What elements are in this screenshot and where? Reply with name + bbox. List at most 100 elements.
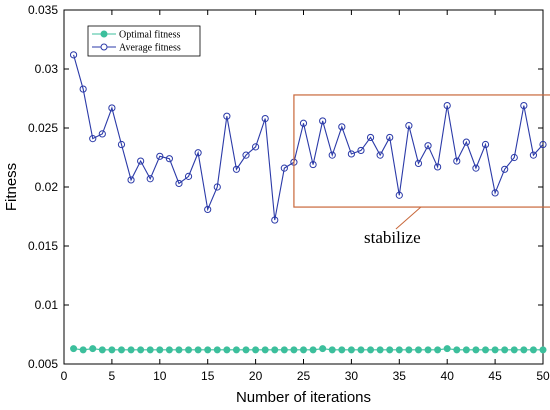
data-point xyxy=(539,140,547,149)
data-point xyxy=(213,346,221,354)
data-point xyxy=(510,153,518,162)
legend-marker xyxy=(100,43,108,51)
data-point xyxy=(252,346,260,354)
data-point xyxy=(309,160,317,169)
data-point xyxy=(405,122,413,130)
data-point xyxy=(357,146,365,155)
legend: Optimal fitness Average fitness xyxy=(87,25,201,57)
legend-entry: Optimal fitness xyxy=(119,30,180,41)
data-point xyxy=(108,346,116,354)
data-point xyxy=(137,157,145,165)
data-point xyxy=(156,346,164,354)
x-tick-label: 25 xyxy=(297,369,311,383)
data-point xyxy=(117,346,125,354)
data-point xyxy=(223,112,231,120)
data-point xyxy=(69,51,78,59)
data-point xyxy=(376,151,384,159)
data-point xyxy=(232,346,240,354)
data-point xyxy=(194,149,202,157)
data-point xyxy=(117,140,126,149)
series-optimal-fitness xyxy=(70,345,547,354)
data-point xyxy=(529,346,537,354)
data-point xyxy=(491,189,499,197)
data-point xyxy=(520,346,528,354)
data-point xyxy=(319,345,327,353)
data-point xyxy=(127,346,135,354)
data-point xyxy=(434,346,442,354)
x-tick-label: 45 xyxy=(488,369,502,383)
legend-entry: Average fitness xyxy=(119,43,181,54)
data-point xyxy=(414,346,422,354)
data-point xyxy=(472,164,480,172)
data-point xyxy=(137,346,145,354)
data-point xyxy=(338,346,346,354)
stabilize-label: stabilize xyxy=(364,228,421,247)
data-point xyxy=(491,346,499,354)
data-point xyxy=(482,346,490,354)
data-point xyxy=(146,346,154,354)
y-tick-label: 0.015 xyxy=(28,239,58,253)
data-point xyxy=(309,346,317,354)
data-point xyxy=(98,346,106,354)
x-tick-label: 50 xyxy=(536,369,550,383)
plot-frame xyxy=(63,9,544,365)
x-tick-label: 20 xyxy=(249,369,263,383)
data-point xyxy=(232,165,241,173)
data-point xyxy=(453,346,461,354)
data-point xyxy=(242,346,250,354)
data-point xyxy=(127,176,135,184)
data-point xyxy=(366,133,375,142)
data-point xyxy=(204,346,212,354)
data-point xyxy=(328,151,336,159)
data-point xyxy=(338,123,346,131)
data-point xyxy=(481,140,490,149)
y-tick-label: 0.025 xyxy=(28,121,58,135)
data-point xyxy=(376,346,384,354)
data-point xyxy=(261,114,269,123)
data-point xyxy=(520,101,528,110)
data-point xyxy=(194,346,202,354)
data-point xyxy=(328,346,336,354)
data-point xyxy=(79,85,87,93)
y-tick-label: 0.03 xyxy=(35,62,59,76)
data-point xyxy=(367,346,375,354)
data-point xyxy=(146,175,154,183)
legend-marker xyxy=(100,30,108,38)
x-tick-label: 10 xyxy=(153,369,167,383)
data-point xyxy=(175,179,183,188)
x-tick-label: 30 xyxy=(345,369,359,383)
x-tick-label: 15 xyxy=(201,369,215,383)
data-point xyxy=(89,135,97,143)
data-point xyxy=(395,191,403,199)
data-point xyxy=(395,346,403,354)
data-point xyxy=(405,346,413,354)
data-point xyxy=(108,104,116,112)
data-point xyxy=(472,346,480,354)
stabilize-pointer xyxy=(395,206,422,230)
data-point xyxy=(156,152,164,160)
data-point xyxy=(424,346,432,354)
series-line xyxy=(73,54,544,221)
data-point xyxy=(280,164,288,172)
data-point xyxy=(347,346,355,354)
data-point xyxy=(386,346,394,354)
data-point xyxy=(89,345,97,353)
data-point xyxy=(185,346,193,354)
data-point xyxy=(204,205,212,214)
data-point xyxy=(386,133,394,142)
plot-area: 0 5 10 15 20 25 30 35 40 45 50 0.005 0.01 0.015 0.02 0.… xyxy=(3,3,550,406)
x-tick-label: 35 xyxy=(393,369,407,383)
data-point xyxy=(98,130,106,138)
data-point xyxy=(280,346,288,354)
x-tick-label: 5 xyxy=(109,369,116,383)
data-point xyxy=(462,138,470,146)
data-point xyxy=(424,142,432,150)
data-point xyxy=(261,346,269,354)
data-point xyxy=(271,216,279,224)
data-point xyxy=(70,345,78,353)
data-point xyxy=(529,151,538,159)
data-point xyxy=(462,346,470,354)
y-tick-label: 0.01 xyxy=(35,298,59,312)
data-point xyxy=(271,346,279,354)
